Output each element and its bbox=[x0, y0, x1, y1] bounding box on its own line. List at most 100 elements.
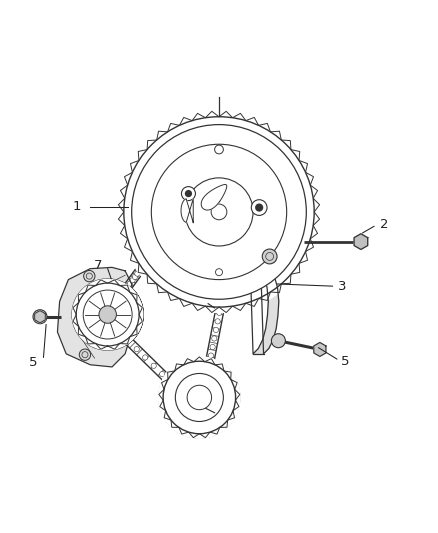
Polygon shape bbox=[250, 246, 279, 354]
Circle shape bbox=[159, 372, 165, 377]
Circle shape bbox=[205, 430, 210, 435]
Polygon shape bbox=[73, 280, 142, 349]
Circle shape bbox=[267, 128, 272, 134]
Polygon shape bbox=[181, 199, 193, 223]
Polygon shape bbox=[159, 357, 240, 438]
Circle shape bbox=[239, 117, 244, 122]
Circle shape bbox=[187, 385, 212, 410]
Circle shape bbox=[224, 115, 229, 119]
Circle shape bbox=[299, 161, 304, 166]
Polygon shape bbox=[35, 311, 45, 323]
Polygon shape bbox=[118, 111, 320, 312]
Circle shape bbox=[272, 334, 286, 348]
Circle shape bbox=[79, 349, 91, 360]
Circle shape bbox=[207, 360, 212, 365]
Circle shape bbox=[208, 353, 214, 358]
Polygon shape bbox=[314, 343, 326, 357]
Circle shape bbox=[218, 304, 223, 310]
Circle shape bbox=[158, 356, 241, 439]
Circle shape bbox=[162, 406, 167, 411]
Circle shape bbox=[303, 249, 308, 254]
Circle shape bbox=[80, 330, 85, 336]
Circle shape bbox=[286, 274, 291, 280]
Circle shape bbox=[134, 323, 140, 328]
Circle shape bbox=[168, 417, 173, 423]
Text: 2: 2 bbox=[380, 217, 388, 231]
Polygon shape bbox=[57, 268, 132, 367]
Circle shape bbox=[311, 205, 317, 210]
Circle shape bbox=[127, 289, 132, 294]
Circle shape bbox=[118, 111, 320, 313]
Circle shape bbox=[121, 205, 127, 211]
Circle shape bbox=[137, 268, 142, 273]
Circle shape bbox=[72, 279, 144, 350]
Circle shape bbox=[130, 278, 135, 283]
Circle shape bbox=[125, 236, 130, 240]
Circle shape bbox=[208, 115, 214, 120]
Circle shape bbox=[275, 285, 280, 290]
Text: 7: 7 bbox=[94, 259, 102, 272]
Text: 4: 4 bbox=[219, 303, 227, 316]
Circle shape bbox=[127, 281, 133, 286]
Circle shape bbox=[134, 346, 139, 352]
Circle shape bbox=[227, 415, 232, 421]
Circle shape bbox=[215, 319, 220, 324]
Circle shape bbox=[74, 306, 79, 311]
Circle shape bbox=[161, 392, 166, 397]
Circle shape bbox=[102, 343, 107, 349]
Circle shape bbox=[151, 144, 287, 280]
Circle shape bbox=[123, 190, 128, 195]
Circle shape bbox=[290, 149, 295, 154]
Polygon shape bbox=[201, 184, 227, 210]
Circle shape bbox=[211, 204, 227, 220]
Circle shape bbox=[212, 336, 217, 341]
Circle shape bbox=[253, 122, 258, 127]
Text: 1: 1 bbox=[73, 200, 81, 213]
Circle shape bbox=[33, 310, 47, 324]
Circle shape bbox=[210, 344, 215, 350]
Polygon shape bbox=[72, 112, 318, 438]
Circle shape bbox=[166, 129, 171, 134]
Circle shape bbox=[255, 204, 263, 212]
Circle shape bbox=[132, 274, 138, 280]
Circle shape bbox=[219, 366, 224, 372]
Circle shape bbox=[215, 269, 223, 276]
Circle shape bbox=[305, 175, 311, 180]
Circle shape bbox=[251, 200, 267, 215]
Circle shape bbox=[138, 263, 143, 268]
Circle shape bbox=[175, 374, 223, 422]
Circle shape bbox=[126, 338, 131, 343]
Circle shape bbox=[295, 263, 300, 268]
Circle shape bbox=[143, 355, 148, 360]
Circle shape bbox=[262, 249, 277, 264]
Circle shape bbox=[194, 117, 199, 122]
Text: 6: 6 bbox=[217, 409, 225, 422]
Circle shape bbox=[228, 376, 233, 382]
Circle shape bbox=[261, 293, 267, 298]
Circle shape bbox=[213, 327, 219, 333]
Circle shape bbox=[217, 310, 222, 316]
Circle shape bbox=[126, 335, 131, 341]
Circle shape bbox=[127, 175, 133, 181]
Circle shape bbox=[164, 379, 170, 384]
Circle shape bbox=[125, 284, 131, 289]
Circle shape bbox=[132, 125, 306, 299]
Circle shape bbox=[114, 281, 119, 287]
Circle shape bbox=[153, 138, 159, 143]
Circle shape bbox=[151, 363, 156, 368]
Circle shape bbox=[143, 149, 148, 154]
Circle shape bbox=[310, 190, 315, 195]
Circle shape bbox=[133, 298, 138, 303]
Circle shape bbox=[179, 426, 184, 432]
Circle shape bbox=[308, 235, 313, 240]
Circle shape bbox=[135, 271, 140, 276]
Circle shape bbox=[137, 312, 142, 318]
Polygon shape bbox=[354, 234, 368, 249]
Circle shape bbox=[311, 220, 316, 225]
Circle shape bbox=[279, 138, 284, 143]
Text: 3: 3 bbox=[338, 280, 346, 293]
Circle shape bbox=[134, 161, 139, 167]
Circle shape bbox=[217, 425, 223, 430]
Circle shape bbox=[191, 431, 197, 436]
Circle shape bbox=[181, 187, 195, 200]
